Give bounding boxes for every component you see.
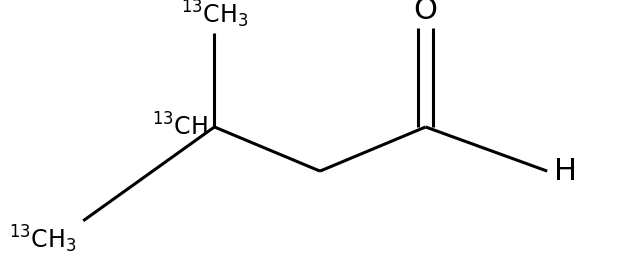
Text: O: O	[413, 0, 438, 25]
Text: $^{13}$CH$_3$: $^{13}$CH$_3$	[180, 0, 248, 30]
Text: $^{13}$CH$_3$: $^{13}$CH$_3$	[9, 224, 77, 255]
Text: $^{13}$CH: $^{13}$CH	[152, 113, 208, 140]
Text: H: H	[554, 156, 577, 186]
